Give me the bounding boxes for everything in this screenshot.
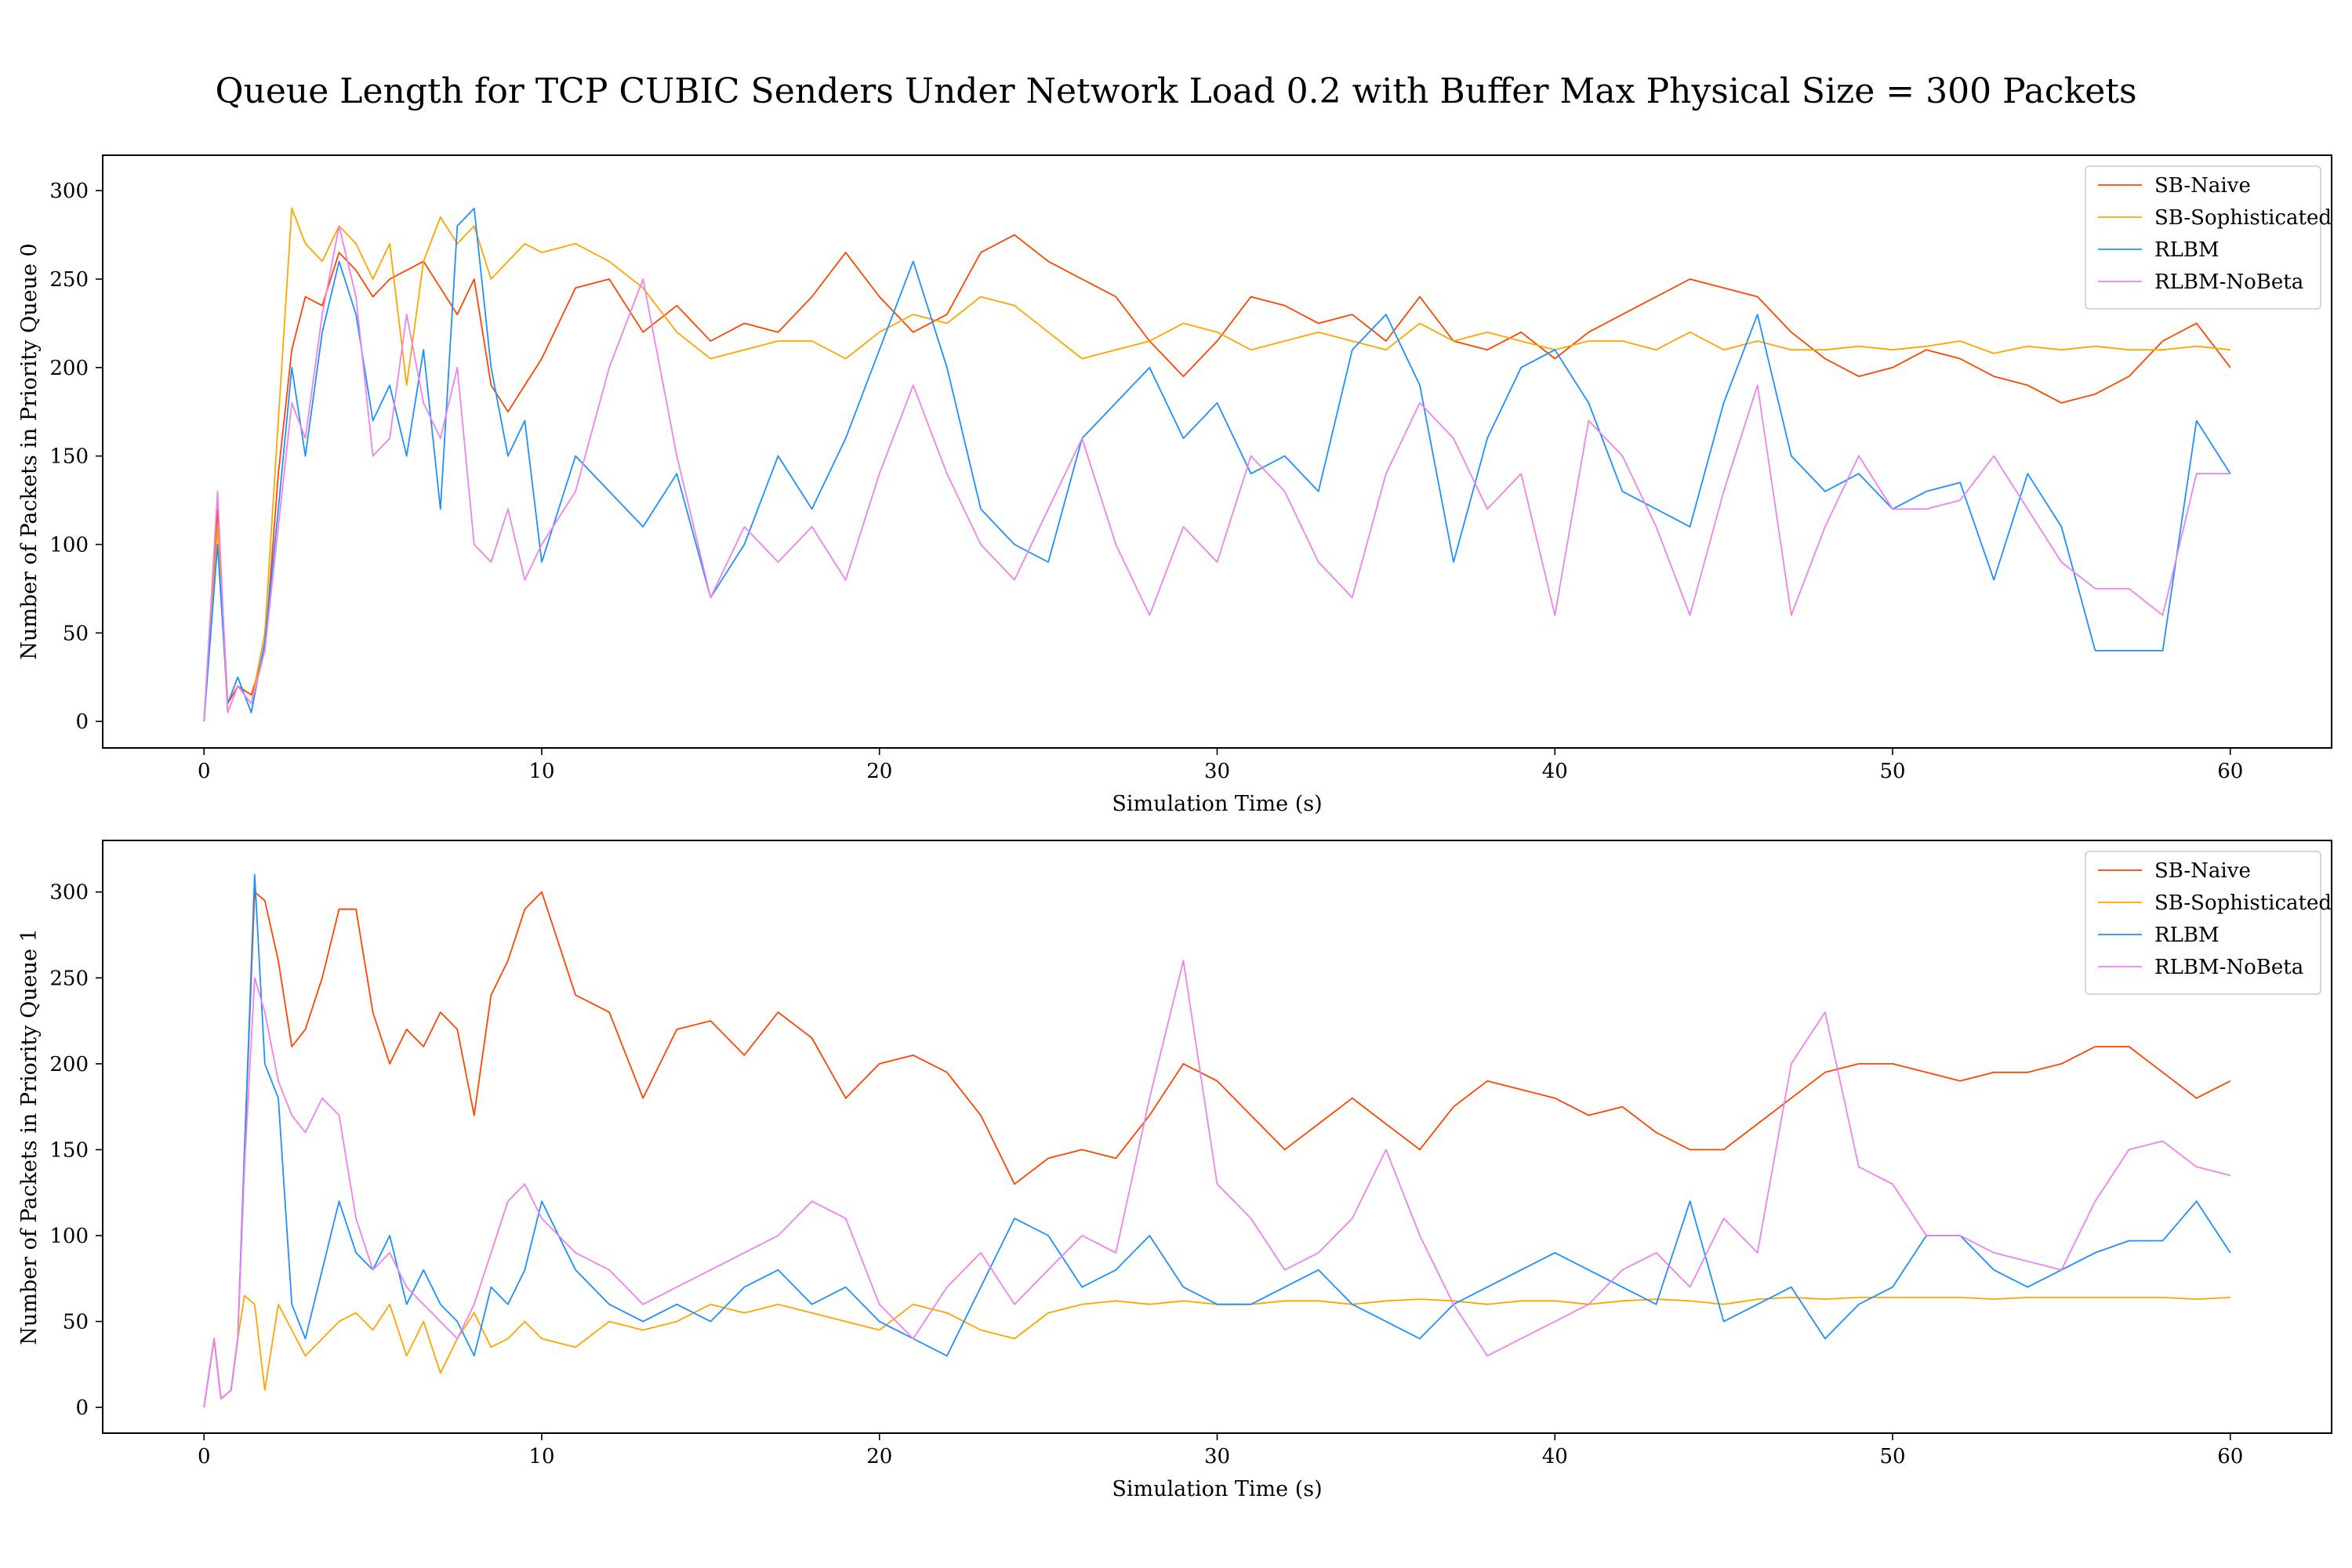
x-tick-label: 10 <box>528 760 554 783</box>
legend-label: RLBM <box>2154 924 2220 947</box>
x-tick-label: 20 <box>866 760 892 783</box>
y-tick-label: 250 <box>49 268 89 292</box>
legend-box <box>2085 851 2321 995</box>
x-axis-label: Simulation Time (s) <box>1112 1477 1322 1501</box>
x-tick-label: 40 <box>1542 760 1568 783</box>
y-tick-label: 50 <box>63 1311 89 1334</box>
x-tick-label: 0 <box>198 760 211 783</box>
series-line-rlbm <box>203 207 2231 722</box>
y-tick-label: 150 <box>49 445 89 469</box>
x-tick-label: 30 <box>1204 760 1230 783</box>
y-tick-label: 100 <box>49 533 89 557</box>
y-tick-label: 300 <box>49 180 89 203</box>
figure-title: Queue Length for TCP CUBIC Senders Under… <box>215 71 2136 111</box>
legend-box <box>2085 165 2321 310</box>
legend-label: SB-Sophisticated <box>2154 891 2332 915</box>
y-tick-label: 0 <box>75 1396 89 1420</box>
y-tick-label: 0 <box>75 710 89 734</box>
y-tick-label: 200 <box>49 357 89 380</box>
series-line-rlbm <box>203 873 2231 1408</box>
x-tick-label: 30 <box>1204 1445 1230 1468</box>
legend: SB-Naive SB-Sophisticated RLBM RLBM-NoBeta <box>2085 165 2332 310</box>
y-tick-label: 200 <box>49 1053 89 1076</box>
x-tick-label: 50 <box>1879 760 1905 783</box>
subplot-1: 0 10 20 30 40 50 60 0 50 100 150 200 250 300 Simulatio… <box>17 840 2332 1501</box>
x-tick-label: 50 <box>1879 1445 1905 1468</box>
series-line-sb-sophisticated <box>203 1294 2230 1408</box>
series-line-sb-naive <box>203 234 2231 722</box>
legend-label: SB-Sophisticated <box>2154 206 2332 230</box>
y-tick-label: 150 <box>49 1138 89 1162</box>
subplot-0: 0 10 20 30 40 50 60 0 50 100 150 200 250 300 Simulatio… <box>17 154 2332 816</box>
x-tick-label: 40 <box>1542 1445 1568 1468</box>
plot-area: 0 10 20 30 40 50 60050100150200250300Simulatio… <box>17 154 2332 1501</box>
series-line-rlbm-nobeta <box>203 960 2231 1408</box>
x-tick-label: 0 <box>198 1445 211 1468</box>
legend-label: RLBM-NoBeta <box>2154 270 2303 294</box>
legend-label: SB-Naive <box>2154 174 2251 198</box>
series-line-sb-sophisticated <box>203 207 2230 722</box>
series-group <box>203 873 2231 1408</box>
legend-label: RLBM <box>2154 238 2220 262</box>
legend-label: RLBM-NoBeta <box>2154 956 2303 979</box>
y-axis-label: Number of Packets in Priority Queue 1 <box>17 928 42 1345</box>
y-axis-label: Number of Packets in Priority Queue 0 <box>17 243 42 659</box>
series-group <box>203 207 2231 722</box>
legend: SB-Naive SB-Sophisticated RLBM RLBM-NoBeta <box>2085 851 2332 995</box>
y-tick-label: 300 <box>49 881 89 905</box>
series-line-sb-naive <box>203 891 2231 1408</box>
x-tick-label: 60 <box>2217 1445 2243 1468</box>
legend-label: SB-Naive <box>2154 859 2251 883</box>
x-tick-label: 60 <box>2217 760 2243 783</box>
series-line-rlbm-nobeta <box>203 225 2230 722</box>
y-tick-label: 50 <box>63 622 89 645</box>
y-tick-label: 250 <box>49 967 89 990</box>
x-axis-label: Simulation Time (s) <box>1112 792 1322 816</box>
x-tick-label: 10 <box>528 1445 554 1468</box>
x-tick-label: 20 <box>866 1445 892 1468</box>
y-tick-label: 100 <box>49 1225 89 1248</box>
